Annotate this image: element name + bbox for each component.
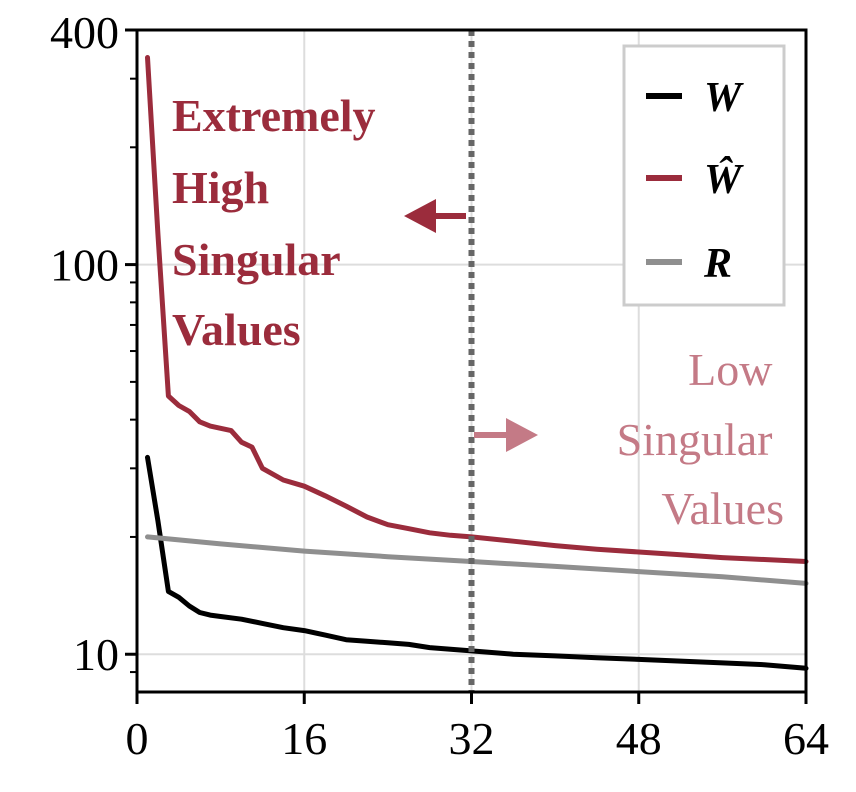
annotation-low-singular-values: Low Singular Values	[617, 344, 784, 534]
y-tick-label: 100	[50, 240, 119, 291]
series-line-1	[145, 55, 809, 564]
x-tick-label: 48	[616, 713, 662, 764]
x-tick-label: 16	[281, 713, 327, 764]
legend: W Ŵ R	[622, 44, 786, 307]
y-axis-ticks: 10 100 400	[50, 7, 137, 680]
x-tick-label: 0	[126, 713, 149, 764]
legend-item-w-hat: Ŵ	[646, 156, 744, 203]
legend-item-w: W	[646, 75, 744, 121]
right-arrow-icon	[474, 418, 538, 452]
legend-label-r: R	[703, 241, 732, 287]
x-tick-label: 32	[449, 713, 495, 764]
legend-label-w-hat: Ŵ	[704, 156, 744, 203]
series-line-0	[145, 454, 809, 671]
legend-label-w: W	[704, 75, 744, 121]
legend-item-r: R	[646, 241, 732, 287]
y-tick-label: 400	[50, 7, 119, 58]
left-arrow-icon	[404, 199, 466, 233]
y-tick-label: 10	[73, 629, 119, 680]
annotation-high-singular-values: Extremely High Singular Values	[172, 90, 387, 355]
x-axis-ticks: 0 16 32 48 64	[126, 692, 829, 764]
x-tick-label: 64	[783, 713, 829, 764]
